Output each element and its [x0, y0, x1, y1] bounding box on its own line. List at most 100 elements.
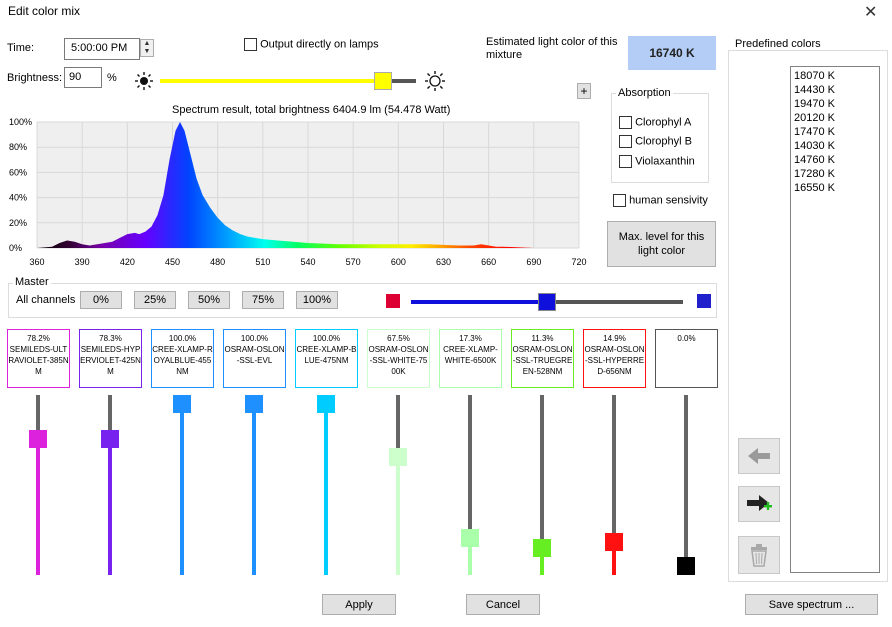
- delete-preset-button[interactable]: [738, 536, 780, 574]
- brightness-slider-thumb[interactable]: [374, 72, 393, 90]
- channel-track-fill: [468, 537, 472, 575]
- channel-track-rest: [540, 395, 544, 548]
- preset-75-button[interactable]: 75%: [242, 291, 284, 309]
- channel-track-rest: [612, 395, 616, 542]
- channel-percent: 100.0%: [240, 334, 269, 343]
- channel-percent: 0.0%: [677, 334, 696, 343]
- channel-track-fill: [252, 404, 256, 575]
- channel-name: OSRAM-OSLON-SSL-EVL: [224, 345, 285, 365]
- human-sensivity-checkbox[interactable]: [613, 194, 626, 207]
- channel-slider-thumb[interactable]: [29, 430, 47, 449]
- channel-percent: 100.0%: [312, 334, 341, 343]
- cancel-button[interactable]: Cancel: [466, 594, 540, 615]
- max-level-button[interactable]: Max. level for this light color: [607, 221, 716, 267]
- preset-100-button[interactable]: 100%: [296, 291, 338, 309]
- list-item[interactable]: 18070 K: [794, 70, 835, 82]
- clorophyl-a-checkbox[interactable]: [619, 116, 632, 129]
- channel-track-rest: [108, 395, 112, 440]
- channel-percent: 78.3%: [99, 334, 122, 343]
- channel-track-rest: [36, 395, 40, 440]
- estimate-label: Estimated light color of this mixture: [486, 36, 618, 61]
- brightness-input[interactable]: 90: [64, 67, 102, 88]
- channel-slider-thumb[interactable]: [245, 395, 263, 413]
- preset-50-button[interactable]: 50%: [188, 291, 230, 309]
- channel-slider-thumb[interactable]: [533, 538, 551, 557]
- output-label: Output directly on lamps: [260, 38, 379, 51]
- channel-name: CREE-XLAMP-BLUE-475NM: [296, 345, 357, 365]
- spectrum-area: [37, 122, 579, 248]
- violaxanthin-checkbox[interactable]: [619, 155, 632, 168]
- time-label: Time:: [7, 42, 35, 54]
- channel-percent: 11.3%: [531, 334, 554, 343]
- output-checkbox-row[interactable]: Output directly on lamps: [244, 38, 379, 51]
- absorption-item[interactable]: Clorophyl A: [619, 116, 691, 129]
- master-slider-thumb[interactable]: [538, 293, 556, 311]
- all-channels-label: All channels: [16, 294, 76, 306]
- channel-slider-thumb[interactable]: [173, 395, 191, 413]
- human-sensivity-label: human sensivity: [629, 194, 708, 207]
- predefined-list[interactable]: 18070 K 14430 K 19470 K 20120 K 17470 K …: [790, 66, 880, 573]
- clorophyl-b-checkbox[interactable]: [619, 135, 632, 148]
- list-item[interactable]: 20120 K: [794, 112, 835, 124]
- brightness-slider[interactable]: [160, 72, 416, 90]
- absorption-item[interactable]: Violaxanthin: [619, 155, 695, 168]
- close-icon[interactable]: ✕: [864, 4, 878, 21]
- arrow-right-plus-icon: [747, 495, 772, 511]
- channel-track-rest: [396, 395, 400, 457]
- apply-button[interactable]: Apply: [322, 594, 396, 615]
- list-item[interactable]: 16550 K: [794, 182, 835, 194]
- add-button[interactable]: +: [577, 83, 591, 99]
- brightness-unit: %: [107, 72, 117, 84]
- master-left-swatch: [386, 294, 400, 308]
- channel-percent: 100.0%: [168, 334, 197, 343]
- master-track-rest: [547, 300, 683, 304]
- channel-slider-thumb[interactable]: [389, 447, 407, 466]
- load-preset-button[interactable]: [738, 438, 780, 474]
- channel-track-fill: [612, 541, 616, 575]
- x-tick-label: 690: [526, 257, 541, 267]
- channel-box: 100.0% CREE-XLAMP-BLUE-475NM: [295, 329, 358, 388]
- y-tick-label: 40%: [9, 193, 27, 203]
- preset-25-button[interactable]: 25%: [134, 291, 176, 309]
- channel-name: SEMILEDS-HYPERVIOLET-425NM: [80, 345, 141, 376]
- spin-up-icon[interactable]: ▲: [143, 40, 151, 47]
- master-track-fill: [411, 300, 547, 304]
- brightness-track-fill: [160, 79, 384, 83]
- list-item[interactable]: 17280 K: [794, 168, 835, 180]
- channel-slider-thumb[interactable]: [677, 557, 695, 575]
- estimate-value: 16740 K: [628, 36, 716, 70]
- channel-slider-thumb[interactable]: [101, 430, 119, 449]
- x-tick-label: 660: [481, 257, 496, 267]
- predefined-group: [728, 50, 888, 582]
- channel-track-rest: [684, 395, 688, 566]
- time-input[interactable]: 5:00:00 PM: [64, 38, 140, 60]
- time-spinner[interactable]: ▲ ▼: [140, 39, 154, 57]
- channel-slider-thumb[interactable]: [461, 528, 479, 547]
- channel-percent: 67.5%: [387, 334, 410, 343]
- list-item[interactable]: 14760 K: [794, 154, 835, 166]
- channel-track-rest: [468, 395, 472, 538]
- list-item[interactable]: 19470 K: [794, 98, 835, 110]
- preset-0-button[interactable]: 0%: [80, 291, 122, 309]
- channel-track-fill: [540, 547, 544, 575]
- master-slider[interactable]: [411, 293, 683, 311]
- channel-box: 78.2% SEMILEDS-ULTRAVIOLET-385NM: [7, 329, 70, 388]
- channel-box: 14.9% OSRAM-OSLON-SSL-HYPERRED-656NM: [583, 329, 646, 388]
- list-item[interactable]: 14030 K: [794, 140, 835, 152]
- y-tick-label: 100%: [9, 117, 32, 127]
- y-tick-label: 20%: [9, 218, 27, 228]
- output-checkbox[interactable]: [244, 38, 257, 51]
- list-item[interactable]: 17470 K: [794, 126, 835, 138]
- channel-percent: 78.2%: [27, 334, 50, 343]
- channel-slider-thumb[interactable]: [317, 395, 335, 413]
- absorption-item[interactable]: Clorophyl B: [619, 135, 692, 148]
- sun-dim-icon: [135, 72, 153, 90]
- spin-down-icon[interactable]: ▼: [143, 48, 151, 55]
- channel-track-fill: [396, 456, 400, 575]
- list-item[interactable]: 14430 K: [794, 84, 835, 96]
- brightness-label: Brightness:: [7, 72, 63, 84]
- human-sensivity-row[interactable]: human sensivity: [613, 194, 708, 207]
- add-preset-button[interactable]: [738, 486, 780, 522]
- channel-slider-thumb[interactable]: [605, 532, 623, 551]
- save-spectrum-button[interactable]: Save spectrum ...: [745, 594, 878, 615]
